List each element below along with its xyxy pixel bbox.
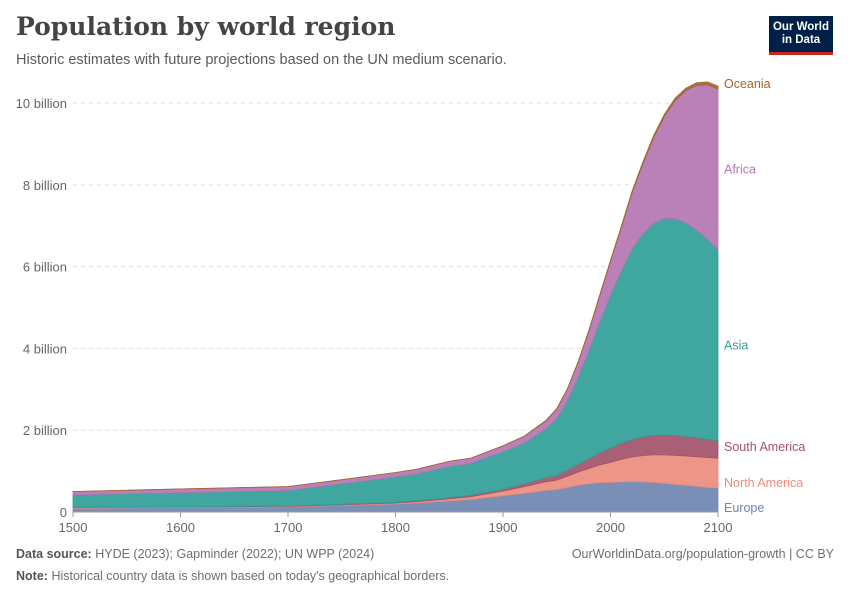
y-tick-label: 2 billion bbox=[23, 423, 67, 438]
data-source-text: HYDE (2023); Gapminder (2022); UN WPP (2… bbox=[95, 547, 375, 561]
x-tick-label: 1600 bbox=[166, 520, 195, 535]
x-tick-label: 2000 bbox=[596, 520, 625, 535]
legend-label-north-america[interactable]: North America bbox=[724, 476, 803, 490]
y-tick-label: 6 billion bbox=[23, 260, 67, 275]
chart-title: Population by world region bbox=[16, 12, 396, 41]
y-tick-label: 10 billion bbox=[16, 96, 67, 111]
x-tick-label: 2100 bbox=[704, 520, 733, 535]
area-oceania[interactable] bbox=[72, 81, 719, 493]
legend-label-oceania[interactable]: Oceania bbox=[724, 77, 771, 91]
data-source-label: Data source: bbox=[16, 547, 92, 561]
footnote: Note: Historical country data is shown b… bbox=[16, 569, 449, 583]
source-link[interactable]: OurWorldinData.org/population-growth | C… bbox=[571, 547, 834, 561]
logo-line-1: Our World bbox=[772, 21, 829, 33]
x-tick-label: 1500 bbox=[59, 520, 88, 535]
note-text: Historical country data is shown based o… bbox=[51, 569, 450, 583]
logo-line-2: in Data bbox=[781, 34, 821, 46]
owid-logo[interactable]: Our World in Data bbox=[769, 16, 833, 55]
x-tick-label: 1700 bbox=[274, 520, 303, 535]
chart-subtitle: Historic estimates with future projectio… bbox=[16, 52, 507, 68]
y-tick-label: 4 billion bbox=[23, 341, 67, 356]
legend-label-asia[interactable]: Asia bbox=[724, 338, 748, 352]
note-label: Note: bbox=[16, 569, 48, 583]
y-tick-label: 8 billion bbox=[23, 178, 67, 193]
legend-label-europe[interactable]: Europe bbox=[724, 501, 764, 515]
legend-label-africa[interactable]: Africa bbox=[724, 162, 756, 176]
data-source: Data source: HYDE (2023); Gapminder (202… bbox=[16, 547, 374, 561]
legend-label-south-america[interactable]: South America bbox=[724, 440, 805, 454]
x-tick-label: 1800 bbox=[381, 520, 410, 535]
x-tick-label: 1900 bbox=[489, 520, 518, 535]
y-tick-label: 0 bbox=[60, 505, 67, 520]
